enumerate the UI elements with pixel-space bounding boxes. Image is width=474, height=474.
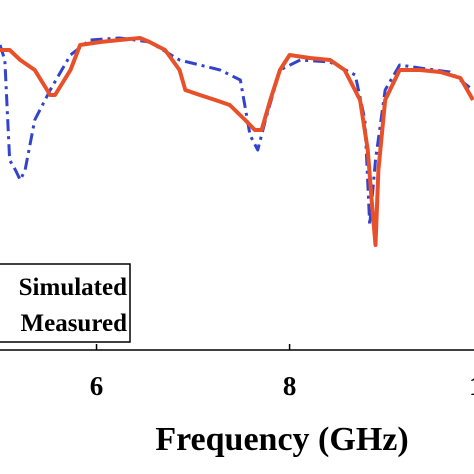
legend-label: Measured <box>21 310 128 337</box>
x-tick-label: 6 <box>90 371 104 401</box>
x-tick-label: 8 <box>283 371 297 401</box>
x-tick-label: 10 <box>469 371 474 401</box>
legend-label: Simulated <box>19 274 127 301</box>
legend-box <box>0 263 131 343</box>
x-axis-title: Frequency (GHz) <box>155 421 408 458</box>
series-line <box>0 36 474 247</box>
series-line <box>0 36 474 227</box>
